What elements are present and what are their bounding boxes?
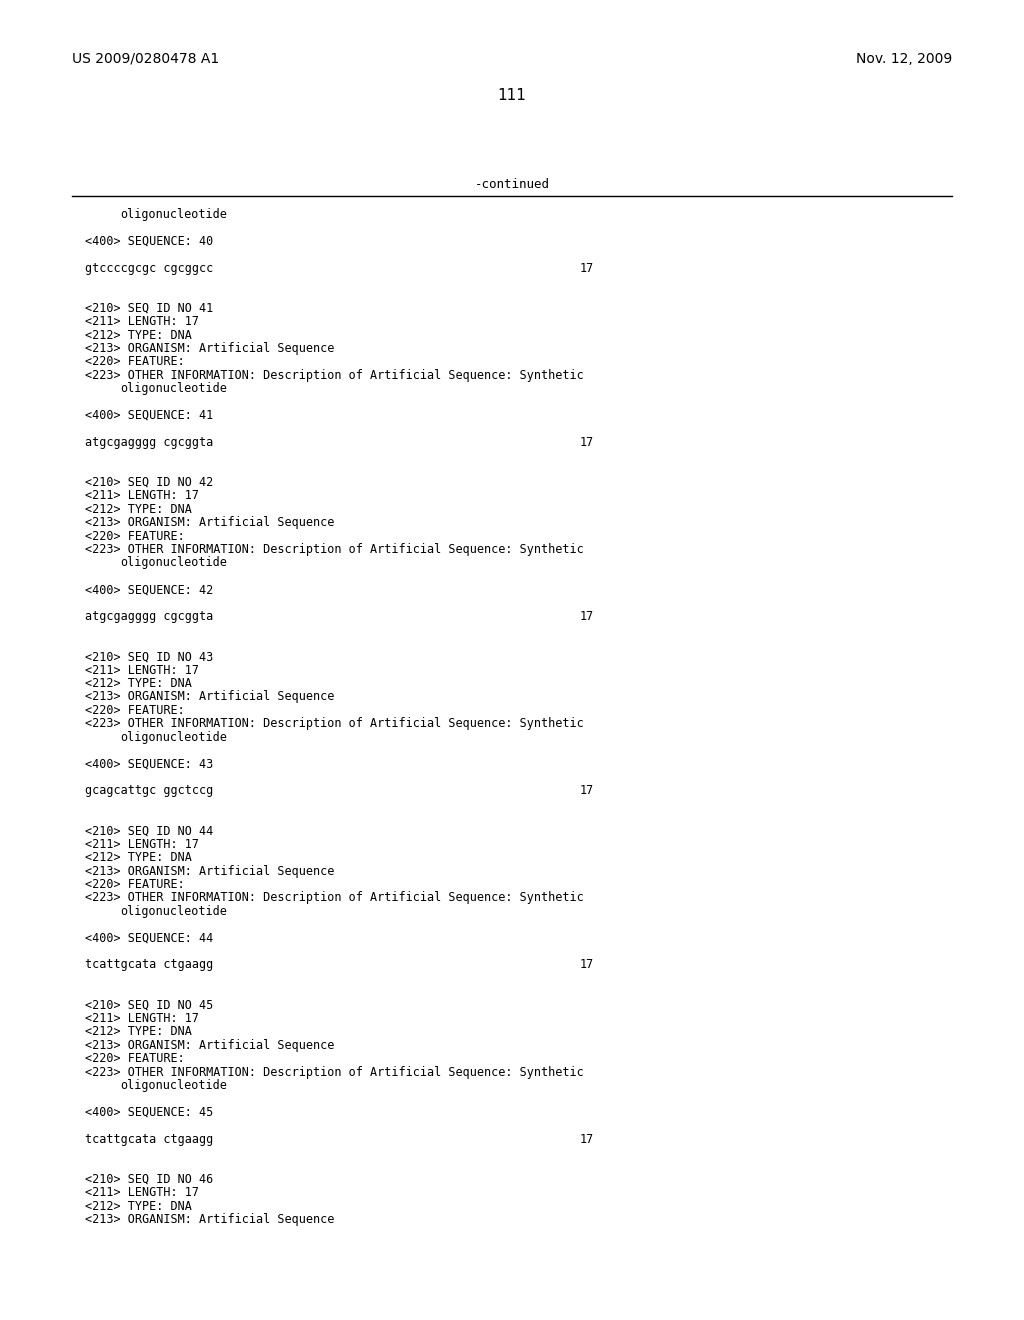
Text: <223> OTHER INFORMATION: Description of Artificial Sequence: Synthetic: <223> OTHER INFORMATION: Description of … [85,1065,584,1078]
Text: <210> SEQ ID NO 41: <210> SEQ ID NO 41 [85,302,213,314]
Text: atgcgagggg cgcggta: atgcgagggg cgcggta [85,436,213,449]
Text: <400> SEQUENCE: 41: <400> SEQUENCE: 41 [85,409,213,422]
Text: <213> ORGANISM: Artificial Sequence: <213> ORGANISM: Artificial Sequence [85,1039,335,1052]
Text: <223> OTHER INFORMATION: Description of Artificial Sequence: Synthetic: <223> OTHER INFORMATION: Description of … [85,891,584,904]
Text: <210> SEQ ID NO 43: <210> SEQ ID NO 43 [85,651,213,663]
Text: oligonucleotide: oligonucleotide [120,557,227,569]
Text: <212> TYPE: DNA: <212> TYPE: DNA [85,677,191,690]
Text: gtccccgcgc cgcggcc: gtccccgcgc cgcggcc [85,261,213,275]
Text: oligonucleotide: oligonucleotide [120,383,227,395]
Text: <400> SEQUENCE: 44: <400> SEQUENCE: 44 [85,932,213,945]
Text: atgcgagggg cgcggta: atgcgagggg cgcggta [85,610,213,623]
Text: 17: 17 [580,1133,594,1146]
Text: 17: 17 [580,436,594,449]
Text: <211> LENGTH: 17: <211> LENGTH: 17 [85,838,199,851]
Text: Nov. 12, 2009: Nov. 12, 2009 [856,51,952,66]
Text: <212> TYPE: DNA: <212> TYPE: DNA [85,503,191,516]
Text: <220> FEATURE:: <220> FEATURE: [85,704,184,717]
Text: 17: 17 [580,261,594,275]
Text: <210> SEQ ID NO 44: <210> SEQ ID NO 44 [85,825,213,837]
Text: <211> LENGTH: 17: <211> LENGTH: 17 [85,1187,199,1199]
Text: <400> SEQUENCE: 42: <400> SEQUENCE: 42 [85,583,213,597]
Text: <212> TYPE: DNA: <212> TYPE: DNA [85,851,191,865]
Text: <213> ORGANISM: Artificial Sequence: <213> ORGANISM: Artificial Sequence [85,342,335,355]
Text: <400> SEQUENCE: 40: <400> SEQUENCE: 40 [85,235,213,248]
Text: <213> ORGANISM: Artificial Sequence: <213> ORGANISM: Artificial Sequence [85,516,335,529]
Text: <212> TYPE: DNA: <212> TYPE: DNA [85,1200,191,1213]
Text: <400> SEQUENCE: 45: <400> SEQUENCE: 45 [85,1106,213,1119]
Text: gcagcattgc ggctccg: gcagcattgc ggctccg [85,784,213,797]
Text: <211> LENGTH: 17: <211> LENGTH: 17 [85,1012,199,1026]
Text: <212> TYPE: DNA: <212> TYPE: DNA [85,1026,191,1039]
Text: <220> FEATURE:: <220> FEATURE: [85,1052,184,1065]
Text: <220> FEATURE:: <220> FEATURE: [85,529,184,543]
Text: <220> FEATURE:: <220> FEATURE: [85,878,184,891]
Text: <223> OTHER INFORMATION: Description of Artificial Sequence: Synthetic: <223> OTHER INFORMATION: Description of … [85,717,584,730]
Text: tcattgcata ctgaagg: tcattgcata ctgaagg [85,1133,213,1146]
Text: oligonucleotide: oligonucleotide [120,904,227,917]
Text: <223> OTHER INFORMATION: Description of Artificial Sequence: Synthetic: <223> OTHER INFORMATION: Description of … [85,368,584,381]
Text: oligonucleotide: oligonucleotide [120,1078,227,1092]
Text: <400> SEQUENCE: 43: <400> SEQUENCE: 43 [85,758,213,771]
Text: <210> SEQ ID NO 45: <210> SEQ ID NO 45 [85,999,213,1011]
Text: <213> ORGANISM: Artificial Sequence: <213> ORGANISM: Artificial Sequence [85,690,335,704]
Text: <223> OTHER INFORMATION: Description of Artificial Sequence: Synthetic: <223> OTHER INFORMATION: Description of … [85,543,584,556]
Text: tcattgcata ctgaagg: tcattgcata ctgaagg [85,958,213,972]
Text: 17: 17 [580,784,594,797]
Text: <210> SEQ ID NO 42: <210> SEQ ID NO 42 [85,477,213,488]
Text: -continued: -continued [474,178,550,191]
Text: 17: 17 [580,610,594,623]
Text: <210> SEQ ID NO 46: <210> SEQ ID NO 46 [85,1172,213,1185]
Text: <220> FEATURE:: <220> FEATURE: [85,355,184,368]
Text: 111: 111 [498,88,526,103]
Text: 17: 17 [580,958,594,972]
Text: <213> ORGANISM: Artificial Sequence: <213> ORGANISM: Artificial Sequence [85,1213,335,1226]
Text: <211> LENGTH: 17: <211> LENGTH: 17 [85,490,199,503]
Text: <211> LENGTH: 17: <211> LENGTH: 17 [85,315,199,329]
Text: <213> ORGANISM: Artificial Sequence: <213> ORGANISM: Artificial Sequence [85,865,335,878]
Text: <211> LENGTH: 17: <211> LENGTH: 17 [85,664,199,677]
Text: oligonucleotide: oligonucleotide [120,209,227,220]
Text: US 2009/0280478 A1: US 2009/0280478 A1 [72,51,219,66]
Text: oligonucleotide: oligonucleotide [120,730,227,743]
Text: <212> TYPE: DNA: <212> TYPE: DNA [85,329,191,342]
